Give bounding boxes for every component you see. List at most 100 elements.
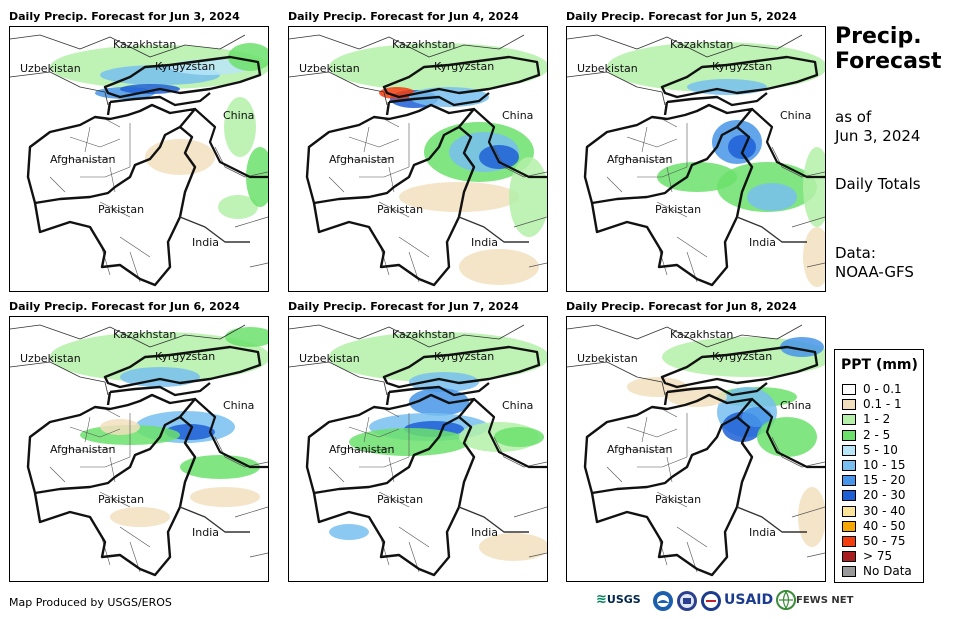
precip-area: [479, 533, 547, 561]
legend-swatch: [842, 429, 856, 441]
india-border: [736, 216, 807, 243]
as-of-date: as of Jun 3, 2024: [835, 108, 921, 145]
precip-area: [728, 135, 756, 159]
forecast-map-jun-8: Kazakhstan Uzbekistan Kyrgyzstan China Afgha…: [566, 316, 826, 582]
india-border: [458, 506, 529, 533]
label-afghanistan: Afghanistan: [607, 443, 673, 456]
fews-net-wordmark: FEWS NET: [796, 595, 854, 606]
label-china: China: [223, 399, 254, 412]
kyrgyzstan-border: [103, 345, 262, 389]
label-china: China: [502, 399, 533, 412]
label-uzbekistan: Uzbekistan: [20, 62, 81, 75]
usgs-logo: ≋USGS: [596, 592, 641, 607]
border-line: [771, 146, 825, 268]
label-kyrgyzstan: Kyrgyzstan: [434, 350, 494, 363]
doc-seal-icon: [676, 590, 698, 615]
afghanistan-border: [583, 103, 754, 205]
forecast-map-jun-7: Kazakhstan Uzbekistan Kyrgyzstan China Afgha…: [288, 316, 548, 582]
china-border: [751, 108, 825, 179]
kyrgyzstan-border: [660, 55, 819, 99]
kyrgyzstan-border: [103, 55, 262, 99]
legend-label: 5 - 10: [863, 442, 898, 457]
partner-logos: ≋USGS USAID FEWS NET: [596, 590, 853, 615]
map-credit: Map Produced by USGS/EROS: [9, 596, 172, 609]
legend-label: 10 - 15: [863, 458, 906, 472]
precip-area: [399, 182, 519, 212]
legend-swatch: [842, 520, 856, 532]
label-uzbekistan: Uzbekistan: [299, 62, 360, 75]
legend-swatch: [842, 551, 856, 563]
label-kazakhstan: Kazakhstan: [392, 328, 455, 341]
noaa-seal-icon: [652, 590, 674, 615]
legend-swatch: [842, 460, 856, 471]
province-line: [99, 491, 151, 573]
legend-label: 1 - 2: [863, 412, 891, 427]
forecast-map-jun-3: Kazakhstan Uzbekistan Kyrgyzstan China Afgha…: [9, 26, 269, 292]
label-afghanistan: Afghanistan: [50, 153, 116, 166]
forecast-map-jun-6: Kazakhstan Uzbekistan Kyrgyzstan China Afgha…: [9, 316, 269, 582]
border-line: [289, 361, 388, 396]
data-source: Data: NOAA-GFS: [835, 244, 914, 281]
precip-area: [742, 407, 772, 427]
forecast-map-jun-4: Kazakhstan Uzbekistan Kyrgyzstan China Afgha…: [288, 26, 548, 292]
legend-label: 50 - 75: [863, 534, 906, 548]
legend-label: > 75: [863, 549, 893, 564]
pakistan-border: [590, 126, 754, 287]
forecast-title: Precip. Forecast: [835, 24, 942, 74]
label-kazakhstan: Kazakhstan: [670, 328, 733, 341]
usaid-wordmark: USAID: [724, 592, 774, 608]
panel-title-2: Daily Precip. Forecast for Jun 4, 2024: [288, 10, 519, 23]
border-line: [567, 324, 803, 348]
afghanistan-border: [305, 393, 476, 495]
panel-title-3: Daily Precip. Forecast for Jun 5, 2024: [566, 10, 797, 23]
tajikistan-border: [106, 92, 211, 116]
map-canvas: Kazakhstan Uzbekistan Kyrgyzstan China Afgha…: [10, 324, 268, 577]
precip-area: [224, 97, 256, 157]
precip-area: [798, 487, 825, 547]
label-uzbekistan: Uzbekistan: [299, 352, 360, 365]
kyrgyzstan-border: [382, 55, 541, 99]
legend-label: 40 - 50: [863, 518, 906, 533]
panel-title-1: Daily Precip. Forecast for Jun 3, 2024: [9, 10, 240, 23]
province-line: [328, 118, 410, 193]
label-uzbekistan: Uzbekistan: [20, 352, 81, 365]
legend-label: 15 - 20: [863, 473, 906, 488]
province-line: [606, 118, 688, 193]
label-pakistan: Pakistan: [377, 493, 423, 506]
forecast-map-jun-5: Kazakhstan Uzbekistan Kyrgyzstan China Afgha…: [566, 26, 826, 292]
usaid-seal-icon: [700, 590, 722, 615]
precip-area: [803, 227, 825, 287]
map-canvas: Kazakhstan Uzbekistan Kyrgyzstan China Afgha…: [567, 324, 825, 577]
panel-title-4: Daily Precip. Forecast for Jun 6, 2024: [9, 300, 240, 313]
border-line: [289, 324, 525, 348]
label-uzbekistan: Uzbekistan: [577, 62, 638, 75]
label-afghanistan: Afghanistan: [329, 153, 395, 166]
tajikistan-border: [663, 382, 768, 406]
tajikistan-border: [385, 92, 490, 116]
precip-area: [110, 507, 170, 527]
province-line: [99, 201, 151, 283]
kyrgyzstan-border: [382, 345, 541, 389]
china-border: [473, 108, 547, 179]
map-canvas: Kazakhstan Uzbekistan Kyrgyzstan China Afgha…: [10, 34, 268, 287]
label-kyrgyzstan: Kyrgyzstan: [712, 350, 772, 363]
province-line: [656, 201, 708, 283]
border-line: [567, 71, 666, 106]
daily-totals-label: Daily Totals: [835, 175, 921, 193]
precip-area: [145, 139, 215, 175]
legend-title: PPT (mm): [841, 357, 918, 373]
legend-label: 2 - 5: [863, 427, 891, 442]
pakistan-border: [33, 126, 197, 287]
precip-area: [494, 427, 544, 447]
label-kyrgyzstan: Kyrgyzstan: [155, 60, 215, 73]
precip-area: [747, 183, 797, 211]
label-india: India: [192, 236, 219, 249]
precip-area: [190, 487, 260, 507]
legend-swatch: [842, 399, 856, 411]
china-border: [473, 398, 547, 469]
fews-globe-icon: [776, 590, 796, 613]
border-line: [10, 71, 109, 106]
afghanistan-border: [26, 393, 197, 495]
legend-label: No Data: [863, 564, 912, 579]
